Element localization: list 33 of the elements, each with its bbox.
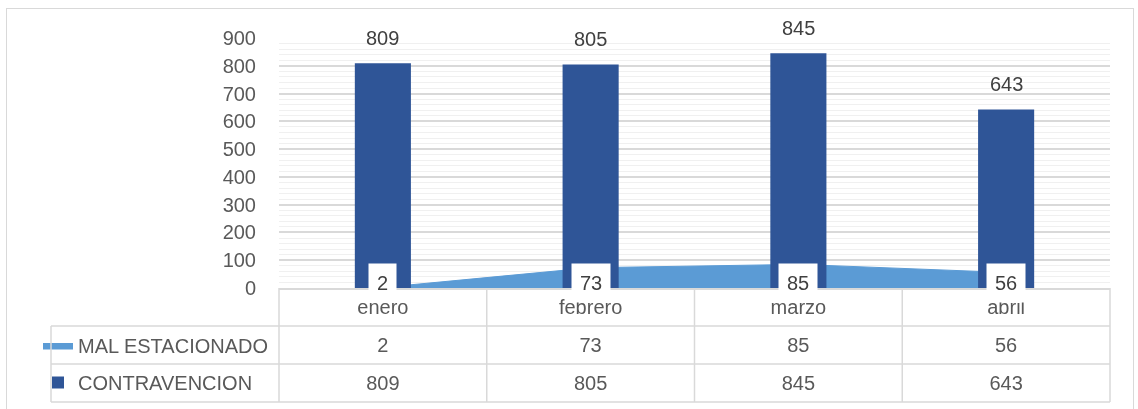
- y-tick-label: 400: [222, 165, 256, 188]
- y-tick-label: 0: [244, 277, 256, 299]
- data-label: 56: [994, 332, 1019, 358]
- annotation: 56: [995, 272, 1018, 294]
- x-tick-label: febrero: [558, 295, 623, 318]
- bar: [354, 63, 411, 288]
- legend-label: CONTRAVENCION: [78, 372, 253, 395]
- data-label: 73: [578, 332, 603, 358]
- annotation: 805: [574, 28, 608, 50]
- annotation: 85: [787, 272, 810, 294]
- annotation: 809: [366, 27, 400, 49]
- annotation: 845: [782, 17, 816, 39]
- y-tick-label: 700: [222, 82, 256, 105]
- data-label: 2: [376, 332, 390, 358]
- y-tick-label: 800: [222, 54, 256, 77]
- data-label: 845: [780, 370, 817, 396]
- x-tick-label: marzo: [770, 295, 827, 318]
- bar: [770, 53, 827, 288]
- data-label: 643: [988, 370, 1024, 396]
- legend-label: MAL ESTACIONADO: [78, 335, 269, 358]
- y-tick-label: 600: [222, 110, 256, 133]
- annotation: 2: [377, 272, 389, 294]
- annotation: 73: [580, 272, 603, 294]
- data-label: 809: [365, 370, 401, 396]
- y-tick-label: 100: [222, 249, 256, 272]
- y-tick-label: 300: [222, 193, 256, 216]
- y-tick-label: 500: [222, 138, 256, 161]
- data-label: 85: [786, 332, 811, 358]
- annotation: 643: [990, 73, 1024, 95]
- data-label: 805: [572, 370, 609, 396]
- y-tick-label: 200: [222, 221, 256, 244]
- y-tick-label: 900: [222, 27, 256, 49]
- x-tick-label: enero: [357, 295, 409, 318]
